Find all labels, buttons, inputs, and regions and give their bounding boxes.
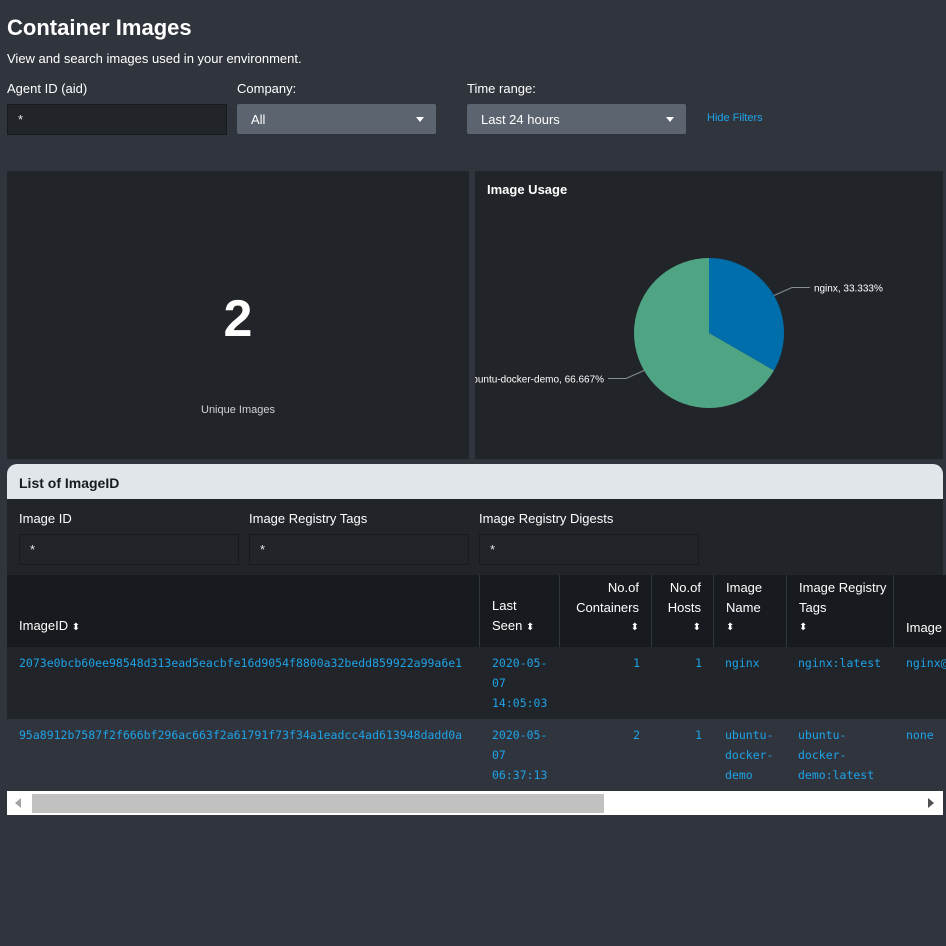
page-subtitle: View and search images used in your envi… xyxy=(7,51,302,66)
table-header: ImageID ⬍ Last Seen ⬍ No.of Containers ⬍… xyxy=(7,575,946,647)
image-id-filter-input[interactable]: * xyxy=(19,534,239,565)
cell-registry-tags[interactable]: ubuntu- docker- demo:latest xyxy=(798,728,875,782)
column-header-containers[interactable]: No.of Containers ⬍ xyxy=(560,575,652,647)
sort-icon: ⬍ xyxy=(630,622,639,633)
time-range-label: Time range: xyxy=(467,81,536,96)
pie-label-ubuntu-docker-demo: ubuntu-docker-demo, 66.667% xyxy=(475,375,604,386)
column-header-image[interactable]: Image xyxy=(894,575,946,647)
scroll-left-icon[interactable] xyxy=(15,798,21,808)
image-usage-panel: nginx, 33.333% ubuntu-docker-demo, 66.667… xyxy=(475,171,943,459)
time-range-dropdown[interactable]: Last 24 hours xyxy=(467,104,686,134)
column-label: Image Registry Tags xyxy=(799,580,887,615)
cell-last-seen[interactable]: 2020-05- 07 14:05:03 xyxy=(492,656,548,710)
cell-hosts[interactable]: 1 xyxy=(695,728,702,742)
chevron-down-icon xyxy=(416,117,424,122)
pie-leader-line xyxy=(773,286,810,296)
company-value: All xyxy=(251,111,266,127)
scrollbar-thumb[interactable] xyxy=(32,794,604,813)
sort-icon: ⬍ xyxy=(526,622,535,633)
time-range-value: Last 24 hours xyxy=(481,111,560,127)
column-label: Last Seen xyxy=(492,598,523,633)
registry-tags-filter-input[interactable]: * xyxy=(249,534,469,565)
cell-registry-tags[interactable]: nginx:latest xyxy=(798,656,882,670)
pie-label-nginx: nginx, 33.333% xyxy=(814,283,883,294)
registry-digests-filter-input[interactable]: * xyxy=(479,534,699,565)
chevron-down-icon xyxy=(666,117,674,122)
company-dropdown[interactable]: All xyxy=(237,104,436,134)
cell-hosts[interactable]: 1 xyxy=(695,656,702,670)
column-label: Image Name xyxy=(726,580,763,615)
column-label: ImageID xyxy=(19,618,69,633)
table-row: 2073e0bcb60ee98548d313ead5eacbfe16d9054f… xyxy=(7,647,946,719)
sort-icon: ⬍ xyxy=(692,622,701,633)
cell-image[interactable]: none xyxy=(906,728,934,742)
company-label: Company: xyxy=(237,81,297,96)
horizontal-scrollbar[interactable] xyxy=(7,791,943,815)
page-title: Container Images xyxy=(7,15,192,40)
sort-icon: ⬍ xyxy=(726,622,735,633)
cell-image-id[interactable]: 2073e0bcb60ee98548d313ead5eacbfe16d9054f… xyxy=(19,656,463,670)
column-header-last-seen[interactable]: Last Seen ⬍ xyxy=(480,575,560,647)
table-filters: Image ID * Image Registry Tags * Image R… xyxy=(7,499,943,575)
scroll-right-icon[interactable] xyxy=(928,798,934,808)
column-header-imageid[interactable]: ImageID ⬍ xyxy=(7,575,480,647)
registry-tags-filter-label: Image Registry Tags xyxy=(249,511,368,526)
cell-containers[interactable]: 1 xyxy=(633,656,640,670)
table-row: 95a8912b7587f2f666bf296ac663f2a61791f73f… xyxy=(7,719,946,791)
cell-last-seen[interactable]: 2020-05- 07 06:37:13 xyxy=(492,728,548,782)
list-title: List of ImageID xyxy=(19,475,120,491)
column-header-registry-tags[interactable]: Image Registry Tags ⬍ xyxy=(787,575,894,647)
unique-images-value: 2 xyxy=(223,290,253,348)
pie-slice-nginx[interactable] xyxy=(709,258,784,371)
cell-image-name[interactable]: ubuntu- docker- demo xyxy=(725,728,774,782)
cell-containers[interactable]: 2 xyxy=(633,728,640,742)
pie-slice-ubuntu-docker-demo[interactable] xyxy=(634,258,774,408)
column-header-hosts[interactable]: No.of Hosts ⬍ xyxy=(652,575,714,647)
agent-id-label: Agent ID (aid) xyxy=(7,81,88,96)
column-label: No.of Hosts xyxy=(667,580,701,615)
pie-leader-line xyxy=(608,370,645,380)
sort-icon: ⬍ xyxy=(71,622,81,633)
cell-image-id[interactable]: 95a8912b7587f2f666bf296ac663f2a61791f73f… xyxy=(19,728,463,742)
cell-image[interactable]: nginx@ xyxy=(906,656,946,670)
list-header: List of ImageID xyxy=(7,464,943,499)
registry-digests-filter-label: Image Registry Digests xyxy=(479,511,614,526)
image-usage-pie-chart: nginx, 33.333% ubuntu-docker-demo, 66.667… xyxy=(475,258,883,408)
image-id-filter-label: Image ID xyxy=(19,511,72,526)
column-label: No.of Containers xyxy=(576,580,639,615)
column-label: Image xyxy=(906,620,943,635)
unique-images-label: Unique Images xyxy=(201,404,275,416)
cell-image-name[interactable]: nginx xyxy=(725,656,760,670)
hide-filters-link[interactable]: Hide Filters xyxy=(707,112,763,124)
agent-id-input[interactable]: * xyxy=(7,104,227,135)
column-header-image-name[interactable]: Image Name ⬍ xyxy=(714,575,787,647)
sort-icon: ⬍ xyxy=(799,622,808,633)
unique-images-panel xyxy=(7,171,469,459)
image-usage-title: Image Usage xyxy=(487,182,568,197)
